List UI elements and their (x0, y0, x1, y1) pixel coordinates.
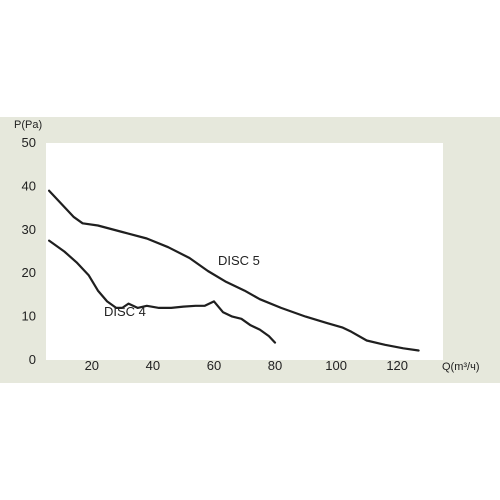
chart-panel: 0 10 20 30 40 50 20 40 60 80 100 120 DISC 5 DISC 4 … (0, 117, 500, 383)
x-axis-title: Q(m³/ч) (442, 361, 480, 373)
x-tick-label: 100 (325, 358, 347, 373)
y-tick-label: 50 (22, 135, 36, 150)
y-tick-label: 10 (22, 309, 36, 324)
y-tick-label: 20 (22, 265, 36, 280)
x-tick-label: 20 (85, 358, 99, 373)
y-axis-title: P(Pa) (14, 119, 42, 131)
series-line-disc-5 (48, 189, 420, 352)
series-label-disc-5: DISC 5 (218, 253, 260, 268)
x-tick-label: 120 (386, 358, 408, 373)
series-line-disc-4 (48, 239, 277, 344)
x-tick-label: 40 (146, 358, 160, 373)
x-tick-label: 80 (268, 358, 282, 373)
y-tick-label: 40 (22, 178, 36, 193)
y-tick-label: 30 (22, 222, 36, 237)
y-tick-label: 0 (29, 352, 36, 367)
series-label-disc-4: DISC 4 (104, 304, 146, 319)
x-tick-label: 60 (207, 358, 221, 373)
plot-area (46, 143, 443, 360)
